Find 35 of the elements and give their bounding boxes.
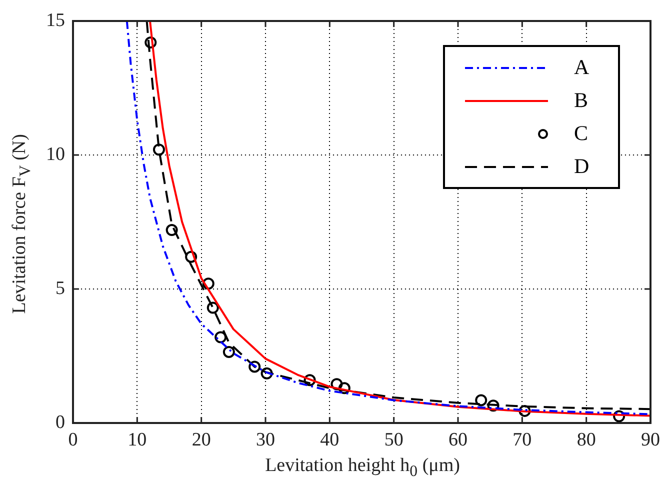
point: [152, 144, 165, 156]
point: [518, 404, 531, 417]
legend-label: A: [574, 55, 590, 80]
x-tick-label: 60: [448, 429, 468, 450]
x-tick-label: 50: [384, 429, 404, 450]
point: [144, 36, 157, 48]
x-axis-title: Levitation height h$_{0}$ (μm): [264, 455, 461, 481]
legend-label: B: [574, 88, 590, 113]
point: [222, 346, 235, 358]
point: [166, 224, 178, 236]
point: [214, 331, 227, 344]
legend-label: D: [574, 154, 590, 179]
x-tick-label: 90: [641, 429, 660, 450]
point: [338, 382, 350, 394]
point: [185, 250, 198, 263]
point: [613, 410, 626, 422]
x-tick-label: 30: [256, 429, 275, 450]
x-tick-label: 80: [576, 429, 596, 450]
y-tick-label: 0: [56, 412, 65, 433]
point: [330, 378, 343, 390]
point: [475, 394, 488, 406]
x-tick-label: 70: [512, 429, 532, 450]
legend-label: C: [574, 121, 590, 146]
point: [304, 374, 316, 386]
point: [487, 400, 500, 412]
point: [202, 278, 214, 290]
point: [248, 360, 261, 373]
point: [206, 302, 219, 314]
point: [260, 367, 273, 380]
y-tick-label: 10: [46, 144, 65, 165]
x-tick-label: 10: [128, 429, 147, 450]
x-tick-label: 20: [192, 429, 211, 450]
x-tick-label: 40: [320, 429, 340, 450]
y-tick-label: 5: [56, 278, 65, 299]
y-tick-label: 15: [46, 10, 65, 31]
